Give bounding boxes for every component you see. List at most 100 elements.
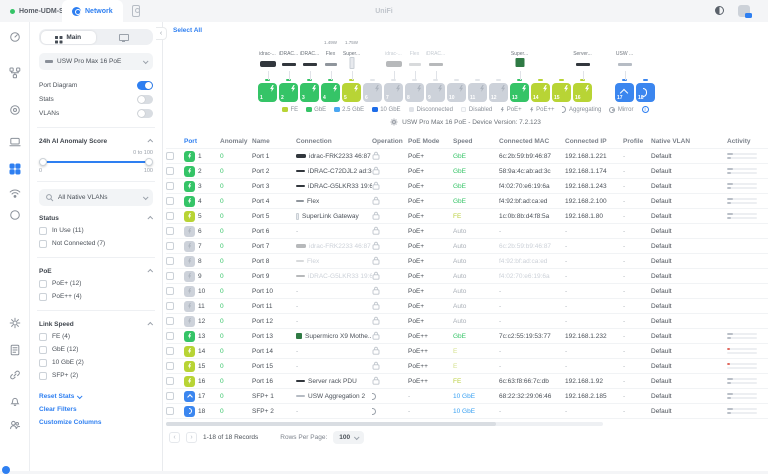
checkbox[interactable] <box>166 377 174 385</box>
checkbox[interactable] <box>39 346 47 354</box>
port-7-square[interactable]: 7 <box>384 83 403 102</box>
filter-option-in-use-11[interactable]: In Use (11) <box>39 224 153 237</box>
checkbox[interactable] <box>166 272 174 280</box>
port-11-square[interactable]: 11 <box>468 83 487 102</box>
port-12-square[interactable]: 12 <box>489 83 508 102</box>
port-3-square[interactable]: 3 <box>300 83 319 102</box>
info-icon[interactable]: i <box>642 106 649 113</box>
tab-insights[interactable] <box>96 31 152 44</box>
cell-operation[interactable] <box>372 181 408 192</box>
cell-operation[interactable] <box>372 211 408 222</box>
checkbox[interactable] <box>166 167 174 175</box>
device-selector[interactable]: USW Pro Max 16 PoE <box>39 53 153 70</box>
filter-option-sfp-2[interactable]: SFP+ (2) <box>39 369 153 382</box>
checkbox[interactable] <box>166 182 174 190</box>
filter-group-header[interactable]: Status <box>39 212 153 224</box>
column-header-activity[interactable]: Activity <box>727 138 768 145</box>
next-page-button[interactable]: › <box>186 432 197 443</box>
admins-users-icon[interactable] <box>9 418 21 430</box>
checkbox[interactable] <box>39 359 47 367</box>
settings-gear-icon[interactable] <box>9 316 21 328</box>
prev-page-button[interactable]: ‹ <box>169 432 180 443</box>
cell-operation[interactable] <box>372 286 408 297</box>
port-5-square[interactable]: 5 <box>342 83 361 102</box>
integrations-link-icon[interactable] <box>9 368 21 380</box>
checkbox[interactable] <box>166 392 174 400</box>
checkbox[interactable] <box>39 240 47 248</box>
filter-option-fe-4[interactable]: FE (4) <box>39 330 153 343</box>
cell-operation[interactable] <box>372 151 408 162</box>
port-17-square[interactable]: 17 <box>615 83 634 102</box>
tab-main[interactable]: Main <box>41 31 97 44</box>
checkbox[interactable] <box>166 152 174 160</box>
checkbox[interactable] <box>166 197 174 205</box>
filter-option-poe-12[interactable]: PoE+ (12) <box>39 277 153 290</box>
customize-columns-link[interactable]: Customize Columns <box>39 416 153 429</box>
filter-option-poe-4[interactable]: PoE++ (4) <box>39 290 153 303</box>
clear-filters-link[interactable]: Clear Filters <box>39 403 153 416</box>
checkbox[interactable] <box>166 227 174 235</box>
devices-icon[interactable] <box>9 103 21 115</box>
checkbox[interactable] <box>166 302 174 310</box>
checkbox[interactable] <box>39 293 47 301</box>
select-all-link[interactable]: Select All <box>173 27 202 34</box>
panel-collapse-button[interactable]: ‹ <box>156 27 167 40</box>
cell-operation[interactable] <box>372 226 408 237</box>
cell-operation[interactable] <box>372 166 408 177</box>
checkbox[interactable] <box>166 362 174 370</box>
port-6-square[interactable]: 6 <box>363 83 382 102</box>
port-2-square[interactable]: 2 <box>279 83 298 102</box>
checkbox[interactable] <box>166 257 174 265</box>
connected-device[interactable]: Server... <box>566 40 599 81</box>
scrollbar-thumb[interactable] <box>166 422 496 426</box>
port-8-square[interactable]: 8 <box>405 83 424 102</box>
checkbox[interactable] <box>166 317 174 325</box>
port-13-square[interactable]: 13 <box>510 83 529 102</box>
column-header-connected-mac[interactable]: Connected MAC <box>499 138 565 145</box>
cell-operation[interactable] <box>372 241 408 252</box>
checkbox[interactable] <box>166 212 174 220</box>
wifi-icon[interactable] <box>9 186 21 198</box>
cell-operation[interactable] <box>372 271 408 282</box>
clients-icon[interactable] <box>9 135 21 147</box>
system-log-icon[interactable] <box>9 343 21 355</box>
connected-device[interactable]: USW ... <box>608 40 641 81</box>
cell-operation[interactable] <box>372 376 408 387</box>
anomaly-slider[interactable] <box>39 157 153 167</box>
cell-operation[interactable] <box>372 361 408 372</box>
cell-operation[interactable] <box>372 301 408 312</box>
column-header-speed[interactable]: Speed <box>453 138 499 145</box>
filter-group-header[interactable]: Link Speed <box>39 318 153 330</box>
vlans-toggle[interactable] <box>137 109 153 118</box>
connected-device[interactable]: Super... <box>503 40 536 81</box>
dashboard-icon[interactable] <box>9 30 21 42</box>
checkbox[interactable] <box>39 372 47 380</box>
column-header-native-vlan[interactable]: Native VLAN <box>651 138 727 145</box>
cell-operation[interactable] <box>372 408 408 415</box>
column-header-port[interactable]: Port <box>184 138 220 145</box>
port-18-square[interactable]: 18 <box>636 83 655 102</box>
port-4-square[interactable]: 4 <box>321 83 340 102</box>
filter-option-not-connected-7[interactable]: Not Connected (7) <box>39 237 153 250</box>
column-header-anomaly[interactable]: Anomaly <box>220 138 252 145</box>
native-vlan-filter[interactable]: All Native VLANs <box>39 189 153 206</box>
notifications-bell-icon[interactable] <box>9 394 21 406</box>
reset-stats-link[interactable]: Reset Stats <box>39 390 153 403</box>
stats-toggle[interactable] <box>137 95 153 104</box>
port-9-square[interactable]: 9 <box>426 83 445 102</box>
